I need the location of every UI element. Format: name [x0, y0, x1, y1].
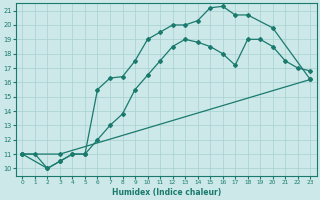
- X-axis label: Humidex (Indice chaleur): Humidex (Indice chaleur): [112, 188, 221, 197]
